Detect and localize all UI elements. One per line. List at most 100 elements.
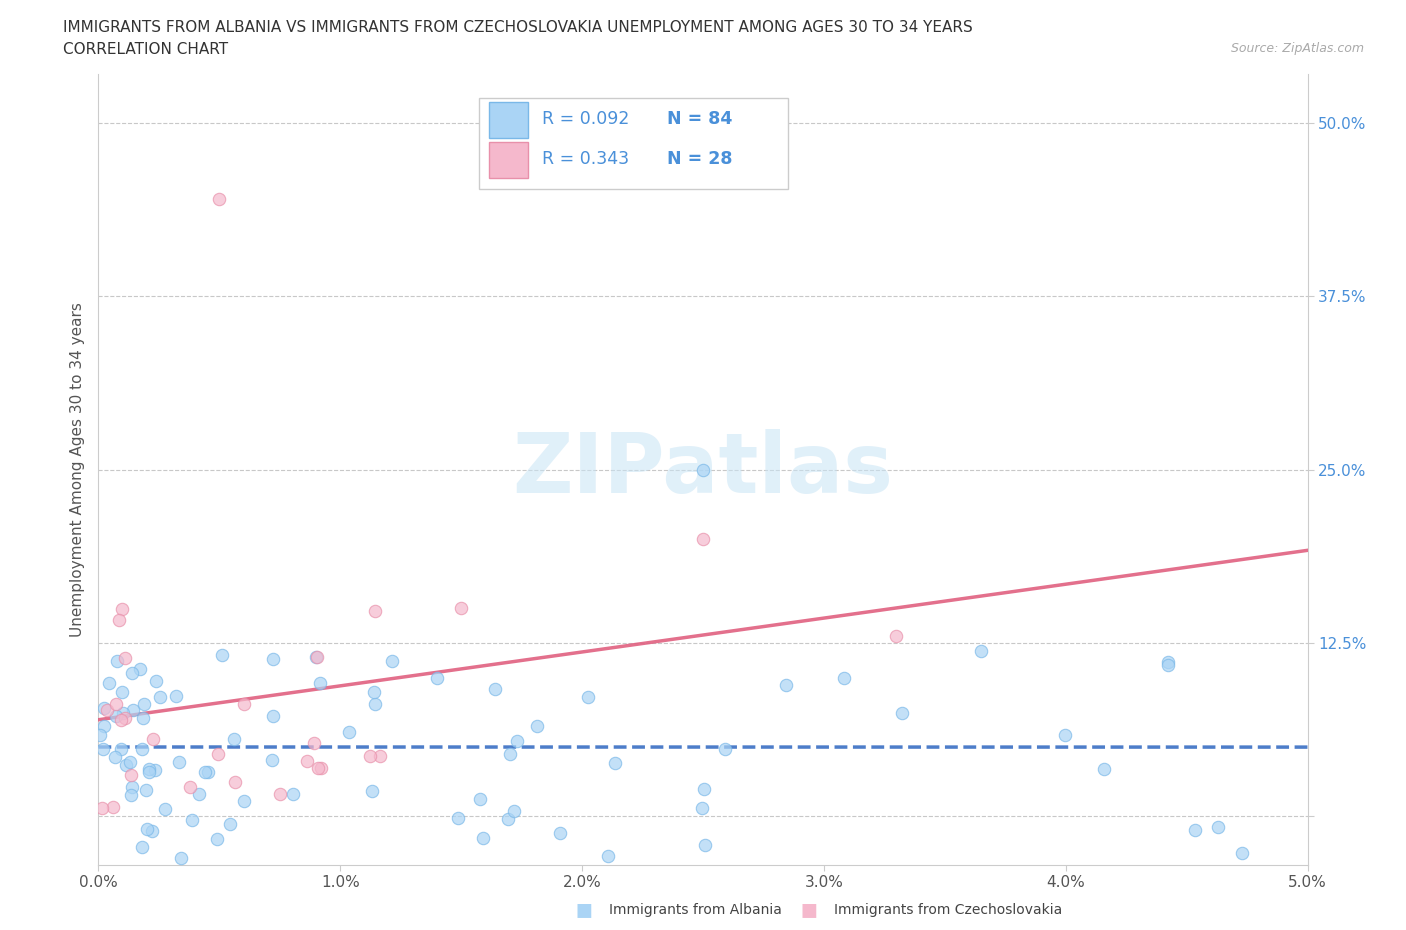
Point <box>1157 658 1180 672</box>
Point <box>447 811 470 826</box>
Point <box>89 727 111 742</box>
Point <box>121 666 143 681</box>
Point <box>93 719 115 734</box>
Point <box>302 736 325 751</box>
Point <box>1157 655 1180 670</box>
Point <box>506 733 529 748</box>
Point <box>138 762 160 777</box>
Point <box>194 764 217 779</box>
Point <box>596 848 619 863</box>
Y-axis label: Unemployment Among Ages 30 to 34 years: Unemployment Among Ages 30 to 34 years <box>69 302 84 637</box>
Point <box>714 741 737 756</box>
Point <box>472 830 495 845</box>
Point <box>110 712 132 727</box>
Point <box>364 604 387 618</box>
Point <box>208 192 231 206</box>
Point <box>526 719 548 734</box>
Point <box>149 689 172 704</box>
Point <box>309 761 332 776</box>
Point <box>233 793 256 808</box>
Text: ▪: ▪ <box>574 896 593 923</box>
Point <box>165 688 187 703</box>
Text: R = 0.092: R = 0.092 <box>543 111 630 128</box>
Point <box>834 671 856 685</box>
Point <box>138 764 160 779</box>
Point <box>129 662 152 677</box>
Point <box>197 764 219 779</box>
Point <box>693 781 716 796</box>
Point <box>153 802 176 817</box>
Point <box>498 812 520 827</box>
Point <box>114 651 136 666</box>
Point <box>503 804 526 818</box>
Point <box>576 690 599 705</box>
Point <box>305 650 328 665</box>
Point <box>170 850 193 865</box>
Point <box>107 654 129 669</box>
Point <box>359 749 381 764</box>
Point <box>132 711 155 725</box>
Text: ▪: ▪ <box>799 896 818 923</box>
Point <box>91 801 114 816</box>
Point <box>1206 819 1229 834</box>
Point <box>205 831 228 846</box>
Point <box>188 786 211 801</box>
Text: Source: ZipAtlas.com: Source: ZipAtlas.com <box>1230 42 1364 55</box>
Point <box>364 697 387 711</box>
Text: ZIPatlas: ZIPatlas <box>513 429 893 511</box>
Point <box>96 703 118 718</box>
Point <box>548 826 571 841</box>
Point <box>121 779 143 794</box>
Text: CORRELATION CHART: CORRELATION CHART <box>63 42 228 57</box>
Point <box>134 697 156 711</box>
Point <box>110 742 132 757</box>
Point <box>307 760 329 775</box>
Point <box>269 786 291 801</box>
Point <box>1230 845 1253 860</box>
Point <box>499 747 522 762</box>
Point <box>143 763 166 777</box>
Point <box>207 747 229 762</box>
Point <box>141 823 163 838</box>
Point <box>104 698 127 712</box>
Point <box>224 774 246 789</box>
Point <box>468 792 491 807</box>
Point <box>131 840 153 855</box>
Text: R = 0.343: R = 0.343 <box>543 150 630 168</box>
Point <box>118 755 141 770</box>
Point <box>111 684 134 699</box>
Point <box>1053 727 1076 742</box>
Point <box>775 678 797 693</box>
Point <box>179 779 201 794</box>
Point <box>233 697 256 711</box>
Point <box>111 601 134 616</box>
Point <box>219 817 242 831</box>
Point <box>97 675 120 690</box>
Point <box>262 652 284 667</box>
Point <box>970 644 993 659</box>
Point <box>104 709 127 724</box>
Text: Immigrants from Czechoslovakia: Immigrants from Czechoslovakia <box>834 902 1062 917</box>
Point <box>603 755 626 770</box>
Point <box>692 462 714 477</box>
Point <box>114 757 136 772</box>
Point <box>690 801 713 816</box>
Point <box>131 742 153 757</box>
Point <box>167 754 190 769</box>
Point <box>134 783 156 798</box>
Point <box>1092 762 1115 777</box>
Point <box>262 752 284 767</box>
Point <box>222 732 245 747</box>
Point <box>180 813 202 828</box>
Point <box>337 725 360 740</box>
Point <box>114 711 136 725</box>
Text: IMMIGRANTS FROM ALBANIA VS IMMIGRANTS FROM CZECHOSLOVAKIA UNEMPLOYMENT AMONG AGE: IMMIGRANTS FROM ALBANIA VS IMMIGRANTS FR… <box>63 20 973 35</box>
Point <box>262 709 284 724</box>
Point <box>450 601 472 616</box>
Point <box>886 629 908 644</box>
Point <box>211 647 233 662</box>
Point <box>692 532 714 547</box>
FancyBboxPatch shape <box>489 141 527 178</box>
Point <box>104 750 127 764</box>
Point <box>426 671 449 685</box>
